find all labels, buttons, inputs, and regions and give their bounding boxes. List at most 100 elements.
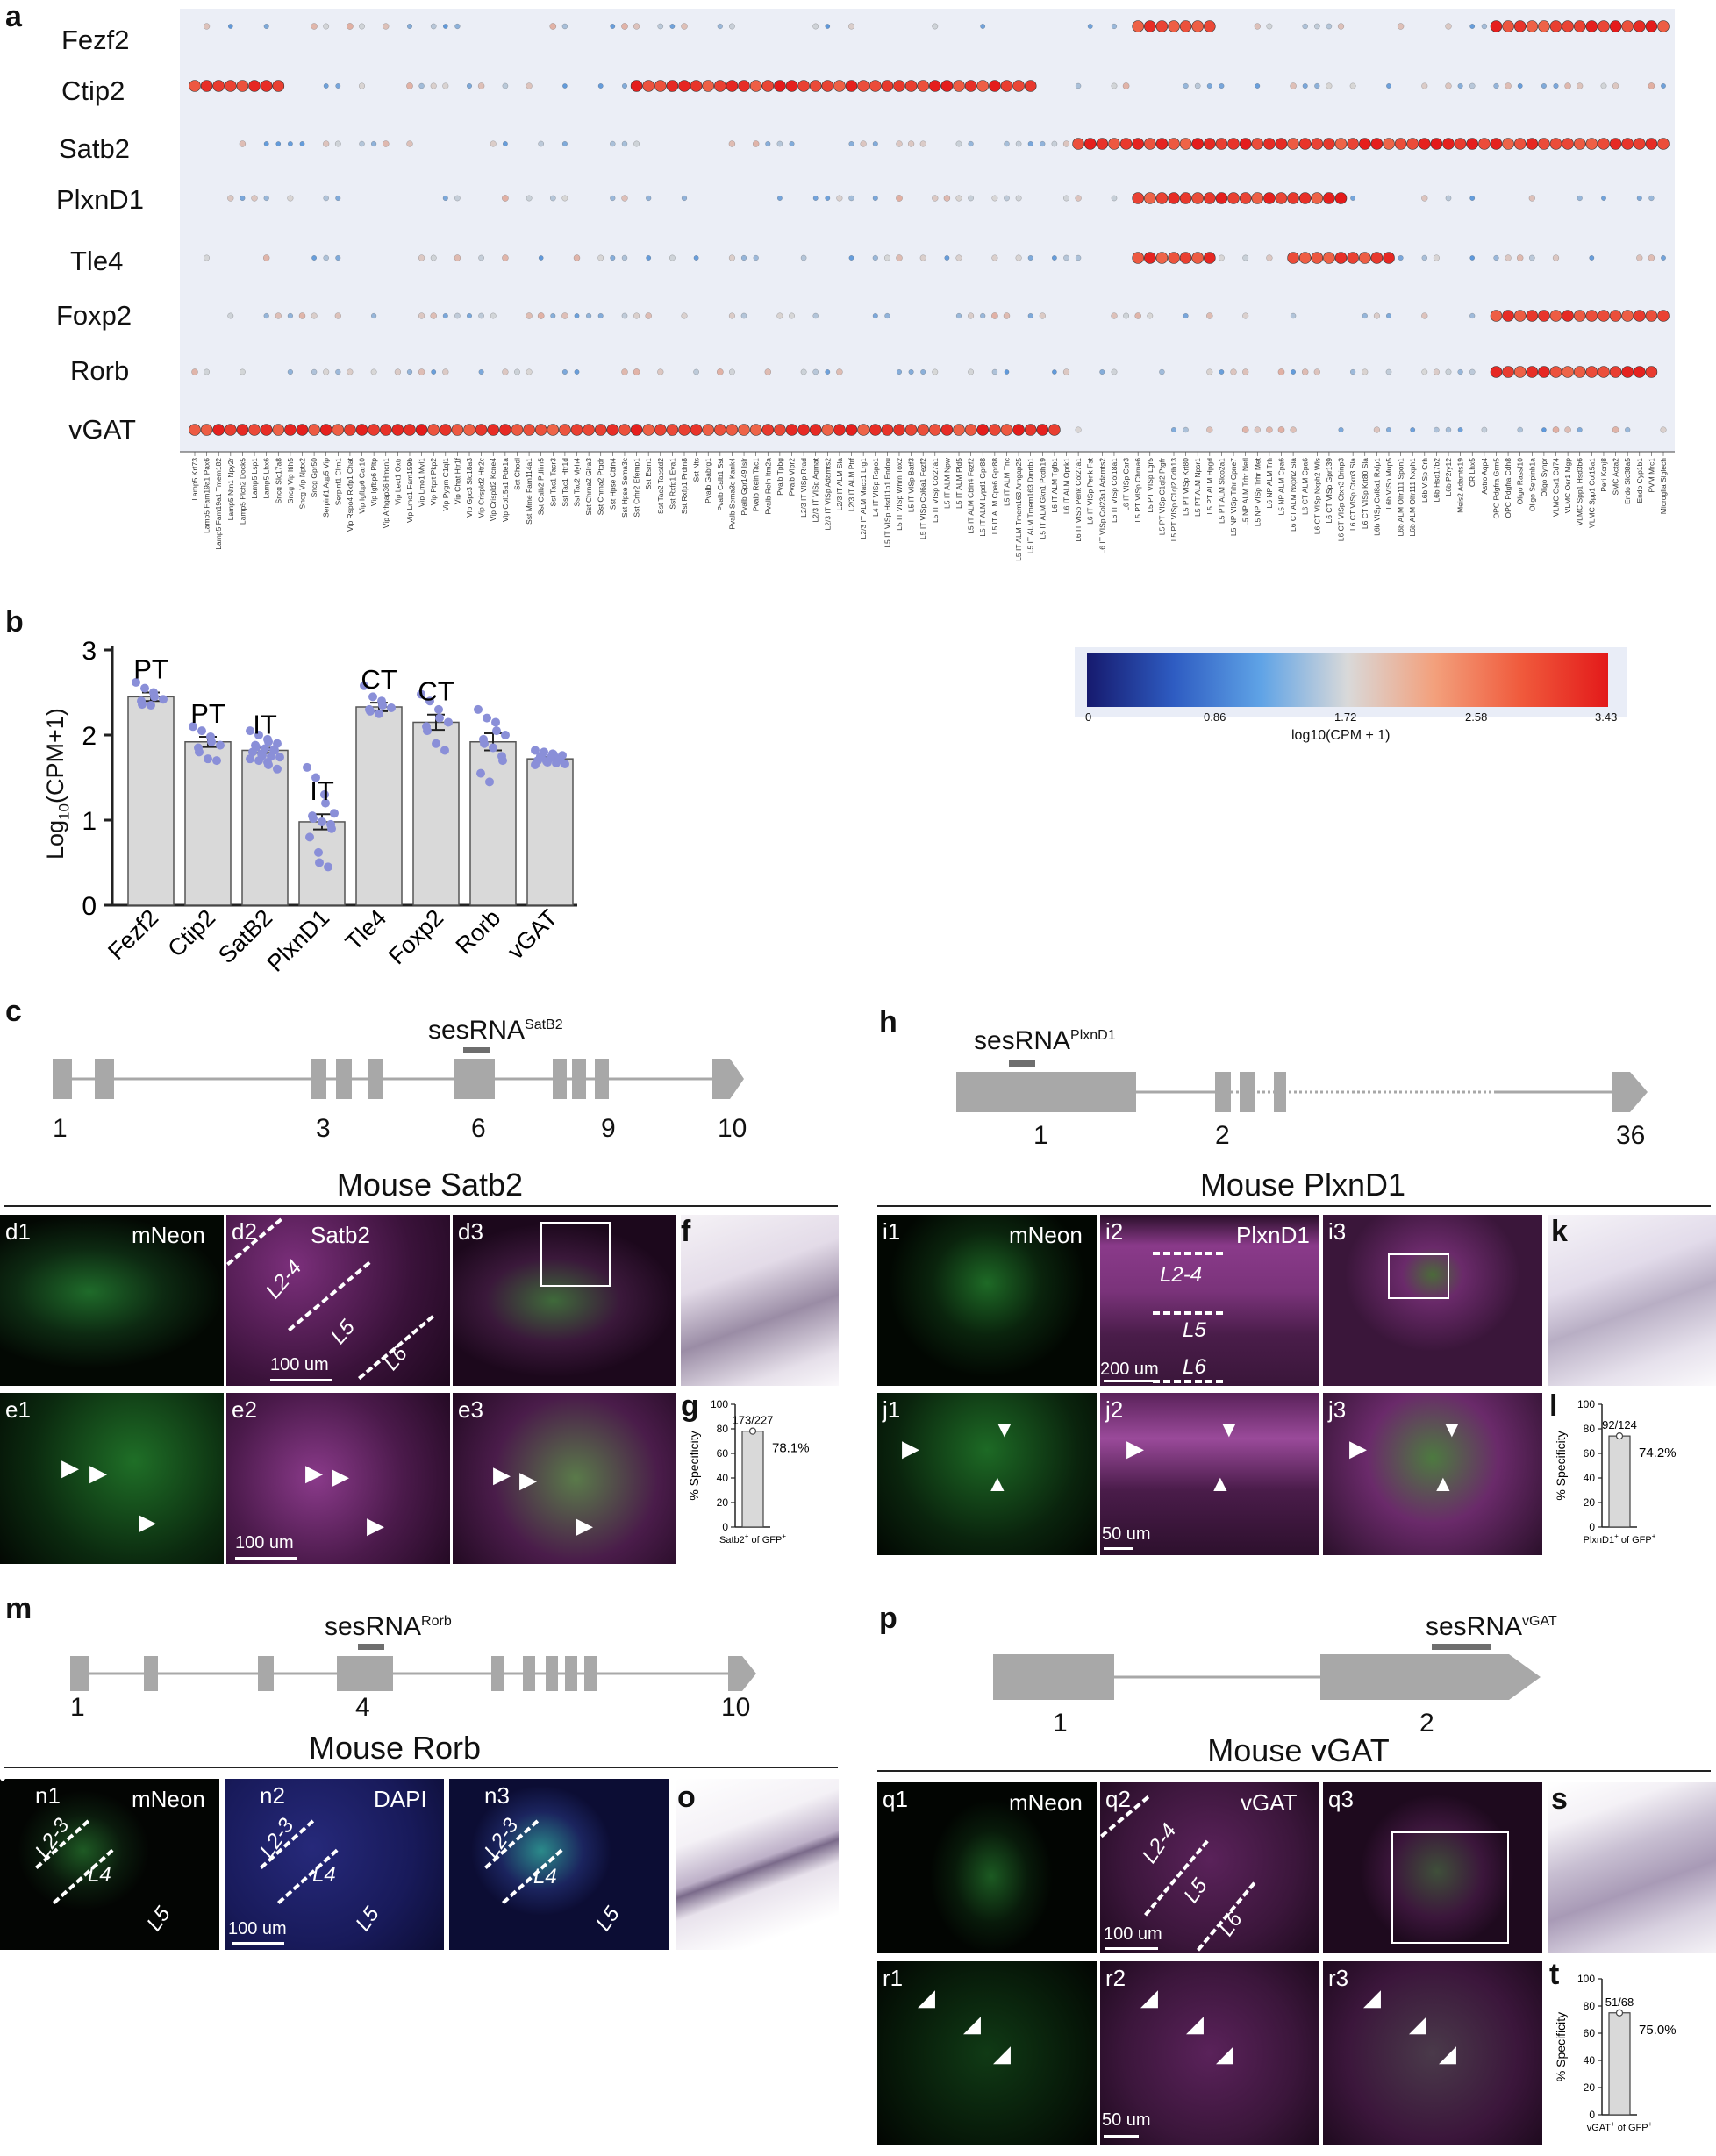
expression-dot: [800, 368, 807, 375]
spec-x-label: PlxnD1+ of GFP+: [1584, 1532, 1656, 1546]
y-tick-label: 40: [1584, 1472, 1596, 1484]
divider-satb2: [4, 1205, 838, 1207]
expression-dot: [308, 424, 320, 436]
x-tick-label: L2/3 IT VISp Adamts2: [823, 458, 832, 531]
expression-dot: [311, 23, 318, 30]
expression-dot: [1266, 426, 1273, 433]
scale-bar: [1105, 1947, 1158, 1950]
exon-num-1: 1: [70, 1693, 85, 1722]
panel-label-p: p: [879, 1602, 897, 1635]
expression-dot: [681, 312, 688, 319]
expression-dot: [1661, 83, 1666, 89]
gene-label-tle4: Tle4: [70, 246, 124, 276]
sesrna-text: sesRNA: [1426, 1612, 1523, 1641]
expression-dot: [1263, 192, 1276, 204]
x-tick-label: L6b ALM Olfr111 Spon1: [1397, 458, 1405, 537]
expression-dot: [610, 24, 616, 29]
x-tick-label: L6 IT ALM Oprk1: [1062, 458, 1071, 514]
expression-dot: [1179, 20, 1192, 32]
expression-dot: [418, 368, 425, 375]
x-tick-label: SMC Acta2: [1612, 458, 1620, 496]
expression-dot: [1313, 368, 1320, 375]
expression-dot: [335, 255, 341, 261]
y-tick-label: 100: [1577, 1398, 1595, 1410]
arrowhead: ▲: [1432, 1470, 1455, 1496]
expression-dot: [1538, 366, 1550, 378]
expression-dot: [955, 140, 962, 147]
x-tick-label: L6 CT VISp Ctxn3 Brinp3: [1337, 458, 1346, 542]
expression-dot: [1502, 366, 1514, 378]
colorbar-tick-2: 1.72: [1334, 710, 1357, 724]
expression-dot: [1063, 195, 1069, 202]
exon-num-3: 3: [316, 1114, 331, 1143]
x-tick-label: Pvalb Reln Tac1: [752, 458, 761, 512]
expression-dot: [1645, 366, 1658, 378]
expression-dot: [1648, 82, 1655, 89]
expression-dot: [1302, 23, 1308, 30]
data-point: [324, 862, 332, 872]
expression-dot: [1386, 83, 1391, 89]
expression-dot: [263, 196, 269, 202]
expression-dot: [1645, 20, 1658, 32]
expression-dot: [1015, 254, 1022, 261]
specificity-chart-g: 0 20 40 60 80 100 % Specificity 173/227 78.1% Sat…: [687, 1398, 810, 1546]
expression-dot: [1538, 138, 1550, 150]
expression-dot: [502, 254, 509, 261]
data-point: [432, 739, 440, 748]
arrowhead: ▼: [1441, 1416, 1463, 1442]
expression-dot: [561, 23, 568, 30]
spec-point: [748, 1427, 757, 1435]
arrowhead: ▶: [367, 1512, 384, 1538]
expression-dot: [200, 424, 213, 436]
expression-dot: [848, 255, 854, 261]
arrowhead: ▶: [576, 1512, 593, 1538]
expression-dot: [1513, 310, 1527, 322]
expression-dot: [761, 424, 775, 436]
expression-dot: [621, 368, 628, 375]
expression-dot: [908, 369, 914, 375]
expression-dot: [1359, 138, 1371, 150]
expression-dot: [1469, 82, 1476, 89]
expression-dot: [359, 82, 365, 89]
expression-dot: [1625, 427, 1631, 433]
expression-dot: [693, 368, 699, 375]
expression-dot: [610, 196, 616, 202]
expression-dot: [559, 424, 571, 436]
expression-dot: [1204, 252, 1216, 264]
expression-dot: [371, 141, 377, 147]
expression-dot: [1430, 138, 1443, 150]
expression-dot: [785, 424, 798, 436]
expression-dot: [1526, 20, 1539, 32]
spec-percent: 78.1%: [772, 1441, 810, 1456]
expression-dot: [1505, 254, 1512, 261]
x-tick-label: L6 CT ALM Nxph2 Sla: [1289, 458, 1298, 532]
expression-dot: [955, 254, 962, 261]
d1-label: d1: [5, 1218, 31, 1245]
expression-dot: [550, 313, 556, 318]
specificity-chart-t: 0 20 40 60 80 100 % Specificity 51/68 75.0% vGAT+…: [1554, 1973, 1677, 2133]
data-point: [435, 713, 444, 723]
data-point: [480, 739, 489, 748]
scale-bar: [235, 1557, 297, 1560]
x-tick-label: L6b VISp Crh: [1420, 458, 1429, 503]
expression-dot: [1636, 196, 1642, 201]
expression-dot: [1490, 310, 1503, 322]
expression-dot: [240, 368, 246, 375]
expression-dot: [1634, 366, 1646, 378]
expression-dot: [621, 140, 628, 147]
y-tick-label: 2: [82, 722, 97, 751]
expression-dot: [1338, 427, 1344, 432]
y-tick-label: 0: [1589, 2109, 1595, 2121]
expression-dot: [562, 369, 568, 375]
bar: [355, 706, 403, 906]
expression-dot: [1277, 426, 1285, 433]
expression-dot: [1394, 138, 1407, 150]
x-tick-label: Peri Kcnj8: [1599, 458, 1608, 492]
expression-dot: [1251, 192, 1264, 204]
expression-dot: [944, 255, 950, 261]
sesrna-sup: Rorb: [421, 1614, 452, 1629]
x-tick-label: Lamp5 Fam19a1 Tmem182: [214, 458, 223, 550]
expression-dot: [1012, 424, 1025, 436]
title-mouse-vgat: Mouse vGAT: [1207, 1732, 1390, 1768]
expression-dot: [547, 424, 560, 436]
